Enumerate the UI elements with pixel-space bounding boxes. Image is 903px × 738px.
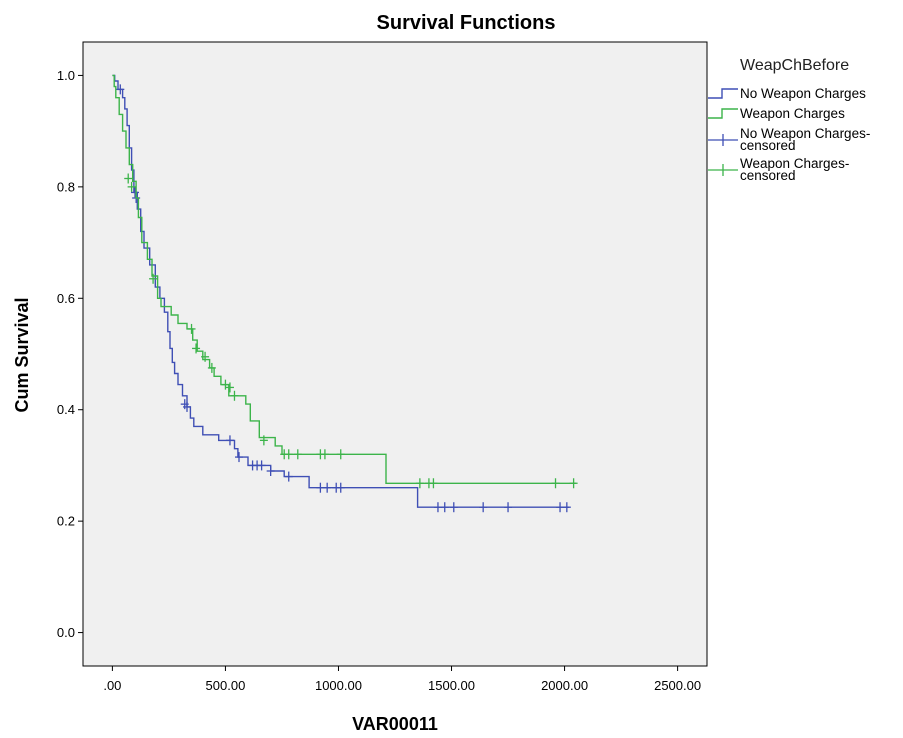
y-tick-label: 0.8 (57, 179, 75, 194)
censored-marker (293, 449, 302, 460)
censored-marker (235, 452, 243, 463)
legend-swatch (708, 108, 738, 119)
x-tick-label: 1500.00 (428, 678, 475, 693)
y-tick-label: 1.0 (57, 68, 75, 83)
censored-marker (266, 466, 275, 476)
x-tick-label: 1000.00 (315, 678, 362, 693)
legend-entry: No Weapon Charges-censored (708, 126, 870, 153)
censored-marker (131, 187, 139, 198)
survival-line-no-weapon-charges (112, 74, 570, 508)
censored-marker (440, 502, 449, 513)
legend-swatch (708, 88, 738, 99)
legend-entry: Weapon Charges-censored (708, 156, 849, 183)
legend-label: censored (740, 168, 796, 183)
censored-marker (556, 502, 565, 513)
censored-marker (257, 460, 266, 471)
y-tick-label: 0.2 (57, 514, 75, 529)
censored-marker (201, 351, 210, 362)
legend-label: Weapon Charges (740, 106, 845, 121)
x-tick-label: 2500.00 (654, 678, 701, 693)
y-axis-title: Cum Survival (12, 297, 32, 412)
legend-label: No Weapon Charges (740, 86, 866, 101)
censored-marker (320, 449, 329, 460)
x-axis-ticks: .00 500.00 1000.00 1500.00 2000.00 2500.00 (103, 666, 701, 693)
y-tick-label: 0.4 (57, 402, 75, 417)
censored-marker (562, 502, 571, 513)
y-tick-label: 0.6 (57, 291, 75, 306)
censored-marker (336, 449, 345, 460)
censored-marker (323, 482, 332, 493)
censored-marker (221, 379, 230, 390)
censored-marker (225, 382, 234, 393)
legend-entry: Weapon Charges (708, 106, 845, 121)
censored-marker (284, 449, 293, 460)
censored-marker (449, 502, 458, 513)
censored-marker (259, 435, 268, 446)
x-tick-label: .00 (103, 678, 121, 693)
legend-entry: No Weapon Charges (708, 86, 866, 101)
x-tick-label: 2000.00 (541, 678, 588, 693)
censored-marker (149, 273, 158, 284)
censored-marker (124, 173, 133, 184)
series-layer (112, 74, 578, 513)
censored-marker (504, 502, 513, 513)
chart-title: Survival Functions (377, 12, 556, 34)
censored-marker (336, 482, 345, 493)
censored-marker (415, 478, 424, 489)
x-axis-title: VAR00011 (352, 714, 438, 734)
censored-marker (316, 482, 325, 493)
censored-marker (116, 84, 125, 95)
censored-marker (284, 471, 293, 482)
censored-marker (127, 181, 136, 192)
y-tick-label: 0.0 (57, 625, 75, 640)
censored-marker (429, 478, 438, 489)
plot-area (82, 41, 708, 667)
x-tick-label: 500.00 (206, 678, 246, 693)
legend: WeapChBefore No Weapon Charges Weapon Cha… (708, 57, 870, 183)
y-axis-ticks: 0.0 0.2 0.4 0.6 0.8 1.0 (57, 68, 83, 640)
survival-line-weapon-charges (112, 74, 576, 484)
censored-marker (183, 401, 191, 412)
legend-title: WeapChBefore (740, 57, 849, 74)
legend-label: No Weapon Charges- (740, 126, 870, 141)
legend-label: Weapon Charges- (740, 156, 849, 171)
censored-marker (479, 502, 488, 513)
censored-marker (230, 390, 239, 401)
censored-marker (551, 478, 560, 489)
censored-marker (433, 502, 442, 513)
censored-marker (192, 343, 201, 354)
censored-marker (569, 478, 578, 489)
censored-marker (187, 323, 196, 334)
censored-marker (225, 435, 234, 446)
legend-label: censored (740, 138, 796, 153)
censored-marker (207, 362, 216, 373)
